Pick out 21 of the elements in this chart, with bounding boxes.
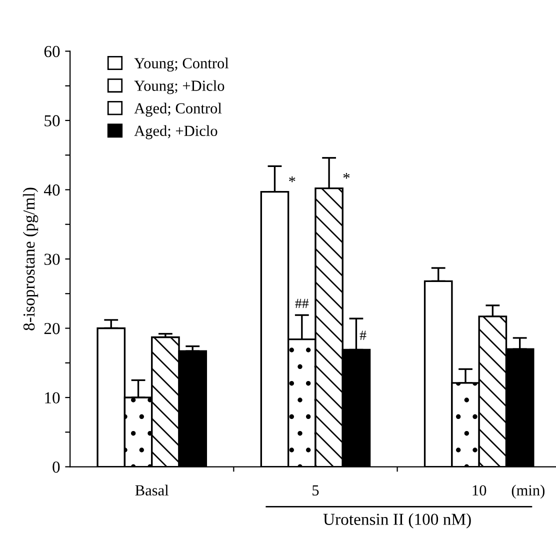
text: Urotensin II (100 nM) <box>323 513 471 528</box>
y-axis-title: 8-isoprostane (pg/ml) <box>22 188 38 330</box>
y-tick-label: 60 <box>44 46 60 58</box>
annotation: * <box>343 173 350 179</box>
y-tick-label: 10 <box>45 392 60 404</box>
y-tick-label: 30 <box>44 254 60 265</box>
x-tick-label: Basal <box>135 484 169 496</box>
y-tick-label: 50 <box>44 115 60 126</box>
annotation: # <box>360 330 366 340</box>
legend-label: Young; +Diclo <box>134 80 224 94</box>
legend-label: Aged; Control <box>134 102 222 117</box>
text: (min) <box>512 484 544 499</box>
y-tick-label: 20 <box>44 322 60 334</box>
legend-label: Aged; +Diclo <box>134 125 218 140</box>
x-tick-label: 5 <box>312 485 319 496</box>
y-tick-label: 40 <box>44 184 60 196</box>
annotation: ## <box>295 298 309 308</box>
y-tick-label: 0 <box>52 461 60 473</box>
annotation: * <box>289 176 296 182</box>
legend-label: Young; Control <box>134 58 229 72</box>
x-tick-label: 10 <box>472 485 486 496</box>
